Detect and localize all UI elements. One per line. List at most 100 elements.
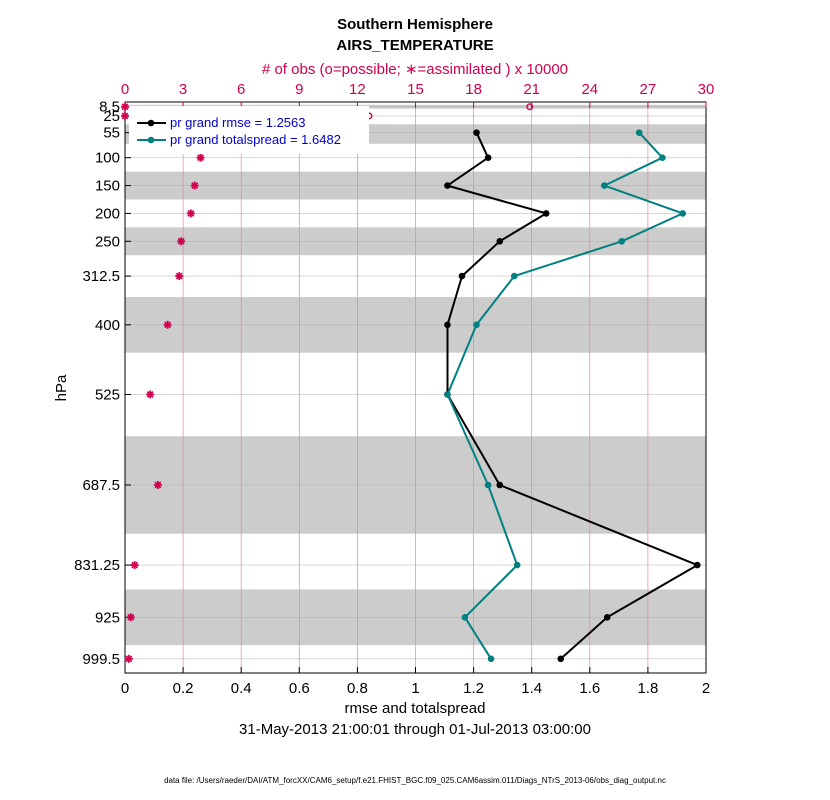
series-rmse-line (446, 132, 699, 660)
top-tick-label-5: 15 (407, 81, 424, 98)
date-range-label: 31-May-2013 21:00:01 through 01-Jul-2013… (239, 721, 591, 738)
y-tick-label-3: 100 (95, 150, 120, 167)
obs-assimilated-stroke-4-3 (191, 182, 199, 190)
y-tick-label-9: 525 (95, 386, 120, 403)
y-tick-label-10: 687.5 (82, 477, 120, 494)
y-tick-label-1: 25 (103, 108, 120, 125)
legend-background (129, 106, 369, 154)
obs-assimilated-marker-1 (121, 111, 129, 120)
obs-assimilated-marker-4 (190, 181, 199, 190)
obs-assimilated-stroke-11-3 (131, 561, 139, 569)
series-totalspread-line (446, 131, 684, 660)
top-tick-label-9: 27 (640, 81, 657, 98)
obs-assimilated-marker-10 (153, 480, 162, 489)
top-tick-label-7: 21 (523, 81, 540, 98)
y-tick-label-13: 999.5 (82, 651, 120, 668)
top-tick-label-2: 6 (237, 81, 245, 98)
series-rmse-point-4 (496, 237, 504, 245)
obs-assimilated-marker-3 (196, 153, 205, 162)
obs-assimilated-marker-9 (146, 390, 155, 399)
obs-assimilated-stroke-3-3 (197, 154, 204, 162)
x-tick-label-1: 0.2 (173, 680, 194, 697)
series-totalspread-point-6 (473, 321, 480, 329)
series-layer (444, 129, 701, 663)
obs-assimilated-stroke-5-3 (187, 209, 195, 217)
obs-assimilated-stroke-12-3 (127, 613, 135, 621)
y-axis-label: hPa (53, 374, 70, 401)
top-tick-label-10: 30 (698, 81, 715, 98)
chart-title: Southern Hemisphere (337, 16, 493, 33)
x-tick-label-9: 1.8 (637, 680, 658, 697)
y-tick-label-12: 925 (95, 609, 120, 626)
x-tick-label-3: 0.6 (289, 680, 310, 697)
top-tick-label-1: 3 (179, 81, 187, 98)
obs-assimilated-stroke-7-3 (175, 272, 183, 280)
y-tick-label-5: 200 (95, 205, 120, 222)
obs-assimilated-marker-11 (130, 561, 139, 570)
series-rmse-point-3 (542, 210, 550, 217)
series-rmse-point-11 (557, 655, 565, 663)
series-rmse-point-10 (603, 613, 611, 621)
legend-rmse-marker (147, 119, 155, 127)
x-tick-label-2: 0.4 (231, 680, 252, 697)
obs-assimilated-stroke-8-3 (164, 321, 172, 329)
y-tick-label-8: 400 (95, 317, 120, 334)
obs-assimilated-stroke-0-3 (121, 103, 129, 111)
series-rmse-point-8 (496, 481, 504, 489)
series-totalspread-point-11 (487, 655, 495, 663)
obs-assimilated-marker-13 (124, 654, 133, 663)
x-tick-label-4: 0.8 (347, 680, 368, 697)
obs-assimilated-stroke-13-3 (125, 655, 133, 663)
obs-assimilated-marker-12 (126, 613, 135, 622)
legend-totalspread-label: pr grand totalspread = 1.6482 (170, 132, 341, 147)
obs-assimilated-stroke-6-3 (177, 237, 185, 245)
series-rmse-point-5 (458, 272, 466, 280)
x-tick-label-8: 1.6 (579, 680, 600, 697)
series-rmse-point-1 (484, 154, 492, 162)
y-tick-label-11: 831.25 (74, 557, 120, 574)
chart-subtitle: AIRS_TEMPERATURE (336, 37, 493, 54)
x-tick-label-7: 1.4 (521, 680, 542, 697)
obs-assimilated-marker-7 (175, 272, 184, 281)
series-totalspread-point-7 (444, 391, 451, 398)
top-tick-label-8: 24 (581, 81, 598, 98)
x-tick-label-6: 1.2 (463, 680, 484, 697)
obs-assimilated-marker-6 (177, 237, 186, 246)
y-tick-label-7: 312.5 (82, 268, 120, 285)
x-tick-label-10: 2 (702, 680, 710, 697)
obs-assimilated-marker-0 (121, 102, 129, 111)
top-tick-label-6: 18 (465, 81, 482, 98)
series-totalspread-point-1 (659, 154, 666, 162)
obs-assimilated-marker-5 (186, 209, 195, 218)
obs-assimilated-stroke-9-3 (146, 390, 154, 398)
axis-ticks: 0 0.2 0.4 0.6 0.8 1 1.2 1.4 1.6 1.8 2 0 3 6 9 12 15 18 21 2… (74, 81, 714, 697)
series-totalspread-point-10 (461, 613, 469, 621)
y-tick-label-2: 55 (103, 125, 120, 142)
legend-totalspread-marker (147, 136, 155, 144)
x-axis-label: rmse and totalspread (345, 700, 486, 717)
series-rmse-point-0 (473, 129, 480, 136)
top-axis-label: # of obs (o=possible; ∗=assimilated ) x … (262, 61, 568, 78)
data-file-footer: data file: /Users/raeder/DAI/ATM_forcXX/… (164, 776, 666, 785)
top-tick-label-4: 12 (349, 81, 366, 98)
series-totalspread-point-8 (484, 481, 492, 489)
series-totalspread-point-3 (679, 210, 687, 217)
series-rmse-point-6 (444, 321, 451, 329)
series-totalspread-point-0 (635, 129, 643, 136)
obs-assimilated-marker-8 (163, 320, 172, 329)
obs-assimilated-stroke-10-3 (154, 481, 162, 489)
series-rmse-point-2 (444, 182, 451, 189)
series-rmse-point-9 (693, 561, 701, 569)
series-totalspread-point-4 (618, 237, 626, 245)
y-tick-label-0: 8.5 (99, 99, 120, 116)
legend-rmse-label: pr grand rmse = 1.2563 (170, 115, 306, 130)
obs-possible-marker-0 (526, 103, 534, 111)
x-tick-label-5: 1 (411, 680, 419, 697)
top-tick-label-0: 0 (121, 81, 129, 98)
x-tick-label-0: 0 (121, 680, 129, 697)
obs-assimilated-stroke-1-3 (121, 112, 129, 120)
y-tick-label-4: 150 (95, 178, 120, 195)
series-totalspread-point-5 (510, 272, 518, 280)
legend: pr grand rmse = 1.2563 pr grand totalspr… (129, 106, 369, 154)
